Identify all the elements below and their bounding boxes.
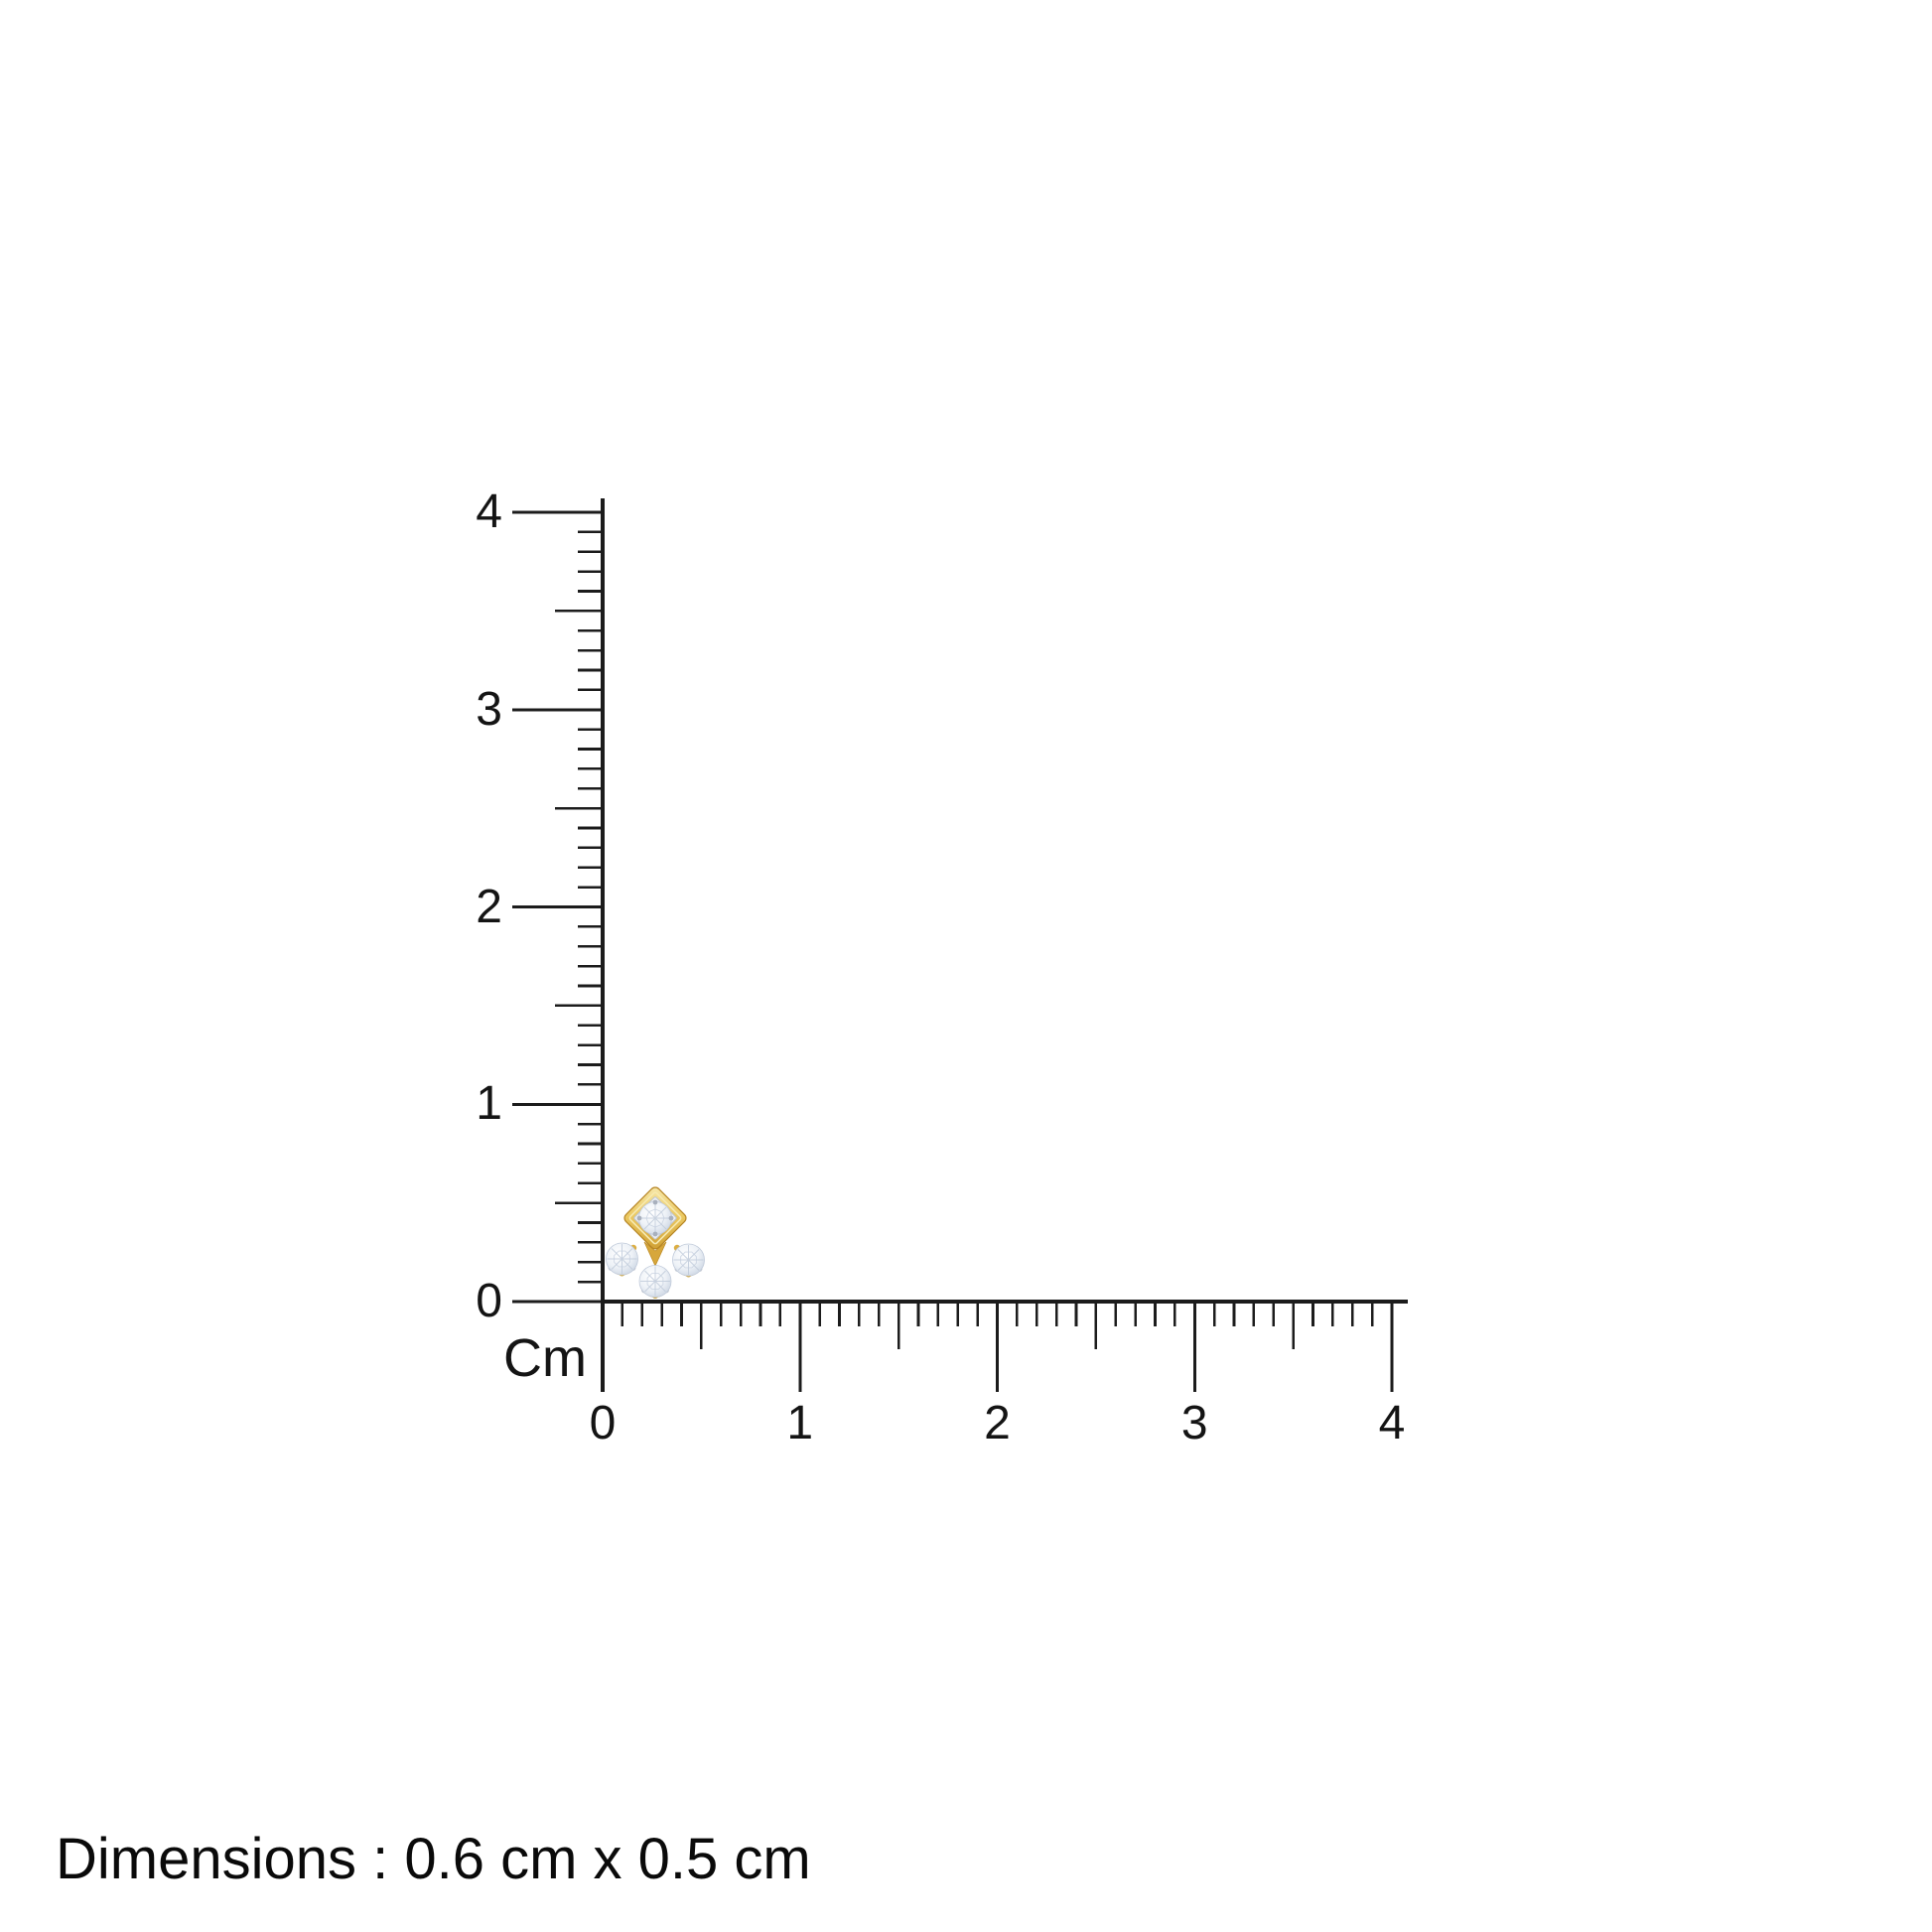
h-axis-label-4: 4 [1378, 1397, 1406, 1449]
accent-diamond-right [672, 1243, 705, 1278]
accent-diamonds [606, 1242, 705, 1299]
h-axis-label-1: 1 [786, 1397, 814, 1449]
v-axis-label-4: 4 [476, 485, 502, 538]
h-axis-label-3: 3 [1180, 1397, 1208, 1449]
h-axis-label-0: 0 [589, 1397, 617, 1449]
accent-diamond-bottom [638, 1265, 672, 1299]
dimensions-caption: Dimensions : 0.6 cm x 0.5 cm [56, 1827, 811, 1891]
accent-diamond-left [606, 1242, 638, 1277]
h-axis-label-2: 2 [984, 1397, 1011, 1449]
v-axis-label-0: 0 [476, 1275, 502, 1327]
v-axis-label-2: 2 [476, 880, 502, 933]
v-axis-label-3: 3 [476, 682, 502, 736]
v-axis-label-1: 1 [476, 1077, 502, 1131]
jewelry-item [606, 1186, 705, 1299]
center-diamond [636, 1199, 674, 1237]
ruler-unit-label: Cm [503, 1328, 587, 1388]
